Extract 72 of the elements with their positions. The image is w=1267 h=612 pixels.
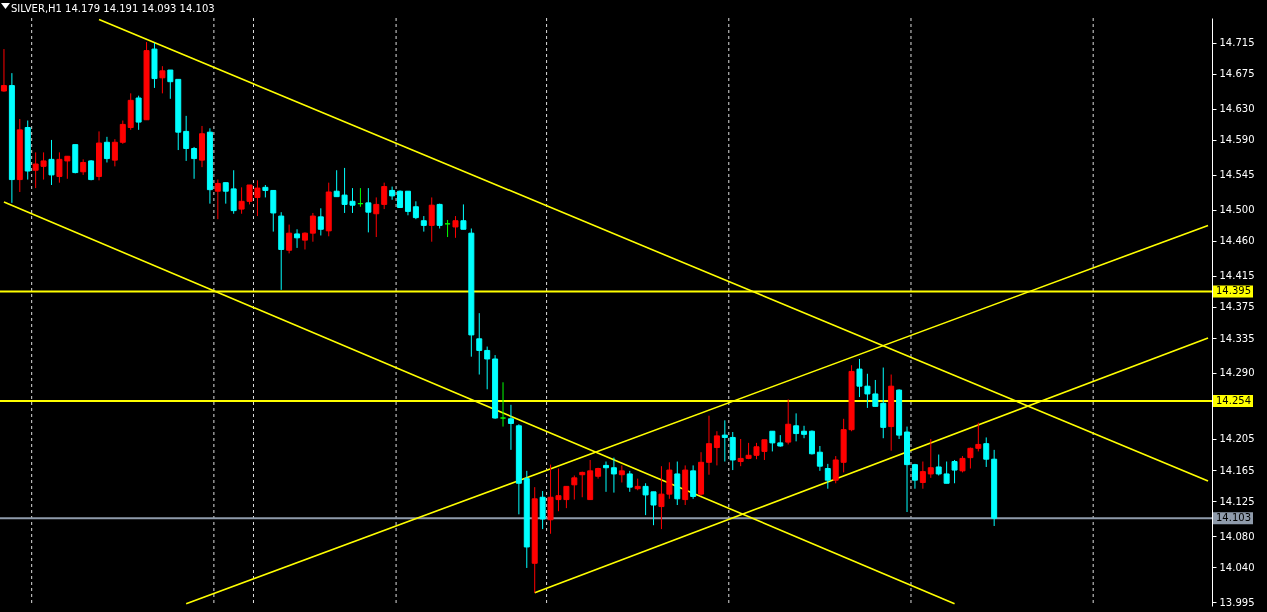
candlestick bbox=[729, 431, 736, 471]
ref-line-label: 14.254 bbox=[1216, 394, 1251, 406]
y-tick-label: 14.290 bbox=[1219, 367, 1255, 379]
candlestick bbox=[484, 346, 491, 390]
candlestick bbox=[476, 312, 483, 376]
candlestick bbox=[983, 436, 990, 468]
candlestick bbox=[294, 228, 301, 249]
candlestick bbox=[793, 412, 800, 442]
candlestick bbox=[159, 65, 166, 94]
ref-line-label: 14.103 bbox=[1216, 512, 1251, 524]
y-tick-label: 14.545 bbox=[1219, 169, 1255, 181]
candlestick bbox=[460, 203, 467, 230]
candlestick bbox=[436, 203, 443, 229]
candlestick bbox=[824, 463, 831, 490]
candlestick bbox=[507, 404, 514, 451]
candlestick bbox=[610, 457, 617, 494]
candlestick bbox=[167, 69, 174, 100]
y-tick-label: 14.205 bbox=[1219, 433, 1255, 445]
candlestick bbox=[951, 459, 958, 484]
candlestick bbox=[713, 430, 720, 466]
candlestick bbox=[705, 415, 712, 476]
candlestick bbox=[103, 136, 110, 163]
candlestick bbox=[222, 182, 229, 205]
ref-line-label: 14.395 bbox=[1216, 285, 1251, 297]
candlestick bbox=[801, 425, 808, 439]
candlestick bbox=[373, 196, 380, 238]
candlestick bbox=[571, 475, 578, 501]
candlestick bbox=[603, 461, 609, 493]
candlestick bbox=[191, 146, 198, 180]
y-tick-label: 14.715 bbox=[1219, 37, 1255, 49]
candlestick bbox=[539, 490, 546, 530]
candlestick bbox=[119, 120, 126, 145]
y-tick-label: 14.165 bbox=[1219, 464, 1255, 476]
candlestick bbox=[816, 445, 823, 472]
candlestick bbox=[626, 470, 633, 493]
candlestick bbox=[785, 398, 792, 445]
y-tick-label: 14.040 bbox=[1219, 561, 1255, 573]
chart-title: SILVER,H1 14.179 14.191 14.093 14.103 bbox=[11, 2, 215, 14]
candlestick bbox=[500, 381, 507, 428]
candlestick bbox=[911, 463, 918, 490]
y-tick-label: 14.080 bbox=[1219, 530, 1255, 542]
candlestick bbox=[927, 438, 934, 479]
candlestick bbox=[214, 179, 221, 220]
candlestick bbox=[808, 429, 815, 456]
candlestick bbox=[111, 138, 118, 167]
y-tick-label: 14.460 bbox=[1219, 235, 1255, 247]
candlestick bbox=[579, 471, 586, 498]
candlestick bbox=[230, 169, 237, 215]
y-tick-label: 14.590 bbox=[1219, 134, 1255, 146]
candlestick bbox=[183, 115, 190, 162]
candlestick bbox=[286, 224, 293, 254]
candlestick bbox=[365, 187, 372, 233]
y-tick-label: 13.995 bbox=[1219, 596, 1255, 608]
candlestick bbox=[309, 212, 316, 243]
y-tick-label: 14.675 bbox=[1219, 68, 1255, 80]
y-tick-label: 14.335 bbox=[1219, 332, 1255, 344]
candlestick bbox=[428, 196, 435, 243]
y-tick-label: 14.415 bbox=[1219, 270, 1255, 282]
y-tick-label: 14.500 bbox=[1219, 204, 1255, 216]
candlestick bbox=[317, 207, 324, 236]
candlestick bbox=[919, 461, 926, 490]
y-tick-label: 14.375 bbox=[1219, 301, 1255, 313]
candlestick bbox=[381, 182, 388, 210]
candlestick bbox=[389, 186, 396, 201]
y-tick-label: 14.125 bbox=[1219, 495, 1255, 507]
candlestick bbox=[721, 419, 728, 463]
candlestick bbox=[301, 231, 308, 250]
y-tick-label: 14.630 bbox=[1219, 103, 1255, 115]
candlestick bbox=[48, 139, 55, 186]
candlestick bbox=[404, 190, 411, 216]
candlestick bbox=[0, 48, 7, 93]
candlestick bbox=[452, 215, 459, 239]
